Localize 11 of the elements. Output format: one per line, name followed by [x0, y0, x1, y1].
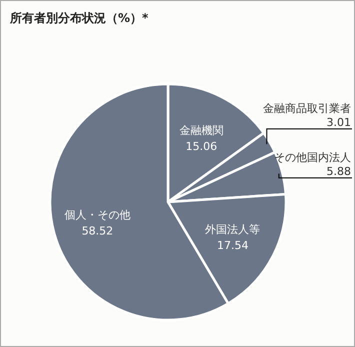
- slice-label: 金融機関: [179, 124, 224, 137]
- slice-label: 個人・その他: [64, 208, 130, 222]
- slice-label: その他国内法人: [274, 150, 351, 164]
- data-label: 17.54: [216, 239, 248, 252]
- data-label: 3.01: [326, 116, 351, 129]
- data-label: 15.06: [186, 140, 218, 153]
- slice-label: 金融商品取引業者: [263, 102, 351, 115]
- data-label: 58.52: [82, 224, 114, 238]
- chart-title: 所有者別分布状況（%）*: [9, 11, 150, 25]
- slice-label: 外国法人等: [205, 223, 260, 236]
- data-label: 5.88: [326, 164, 351, 178]
